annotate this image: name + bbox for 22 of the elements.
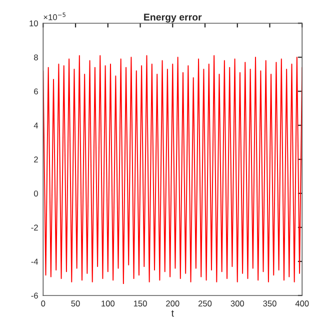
x-tick-label: 0 (41, 300, 46, 306)
y-tick-label: -4 (31, 258, 38, 264)
x-tick-label: 400 (295, 300, 309, 306)
x-tick-label: 50 (71, 300, 80, 306)
y-tick-label: -2 (31, 224, 38, 230)
x-tick-label: 150 (134, 300, 147, 306)
y-tick-label: 0 (34, 190, 38, 196)
y-tick-label: 4 (34, 122, 38, 128)
chart-title: Energy error (144, 14, 202, 23)
y-tick-label: 10 (30, 20, 38, 26)
x-axis-title: t (171, 310, 174, 317)
x-tick-label: 200 (166, 300, 180, 306)
x-tick-label: 300 (230, 300, 244, 306)
x-tick-label: 250 (198, 300, 212, 306)
x-tick-label: 350 (263, 300, 276, 306)
y-tick-label: -6 (31, 292, 38, 299)
y-tick-label: 8 (34, 54, 38, 60)
text: ×10$^{−5}$ (44, 12, 66, 20)
x-tick-label: 100 (102, 300, 115, 306)
y-tick-label: 2 (34, 156, 38, 162)
line-series (43, 55, 302, 284)
y-tick-label: 6 (34, 88, 38, 94)
